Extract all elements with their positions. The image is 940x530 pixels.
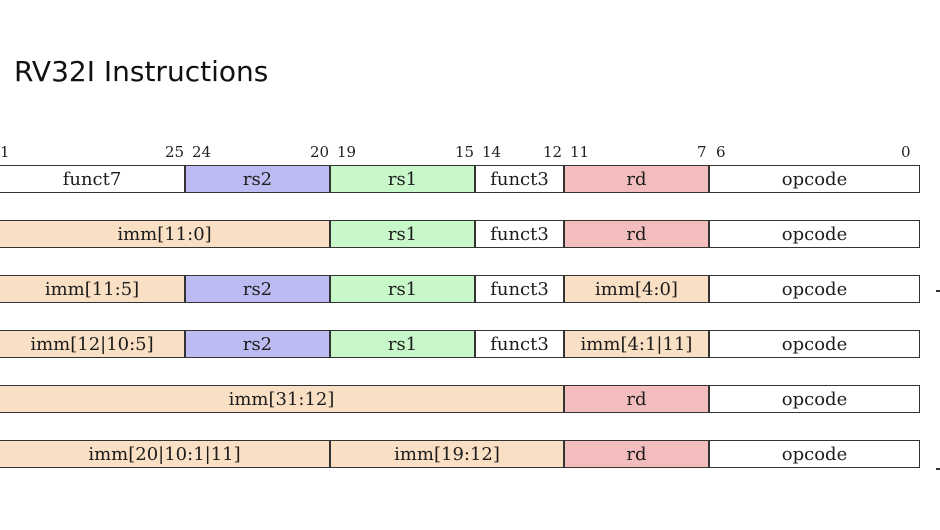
bit-number: 15	[455, 143, 475, 161]
field-cell: opcode	[709, 330, 920, 358]
r-type-row: funct7 rs2 rs1 funct3 rd opcode	[0, 165, 920, 193]
bit-number: 6	[716, 143, 726, 161]
field-cell: opcode	[709, 220, 920, 248]
field-cell: rs2	[185, 275, 330, 303]
field-cell: funct3	[475, 330, 564, 358]
bit-number: 0	[901, 143, 911, 161]
s-type-row: imm[11:5] rs2 rs1 funct3 imm[4:0] opcode	[0, 275, 920, 303]
field-cell: rs2	[185, 165, 330, 193]
field-cell: rd	[564, 385, 709, 413]
field-cell: imm[31:12]	[0, 385, 564, 413]
field-cell: rs1	[330, 330, 475, 358]
field-cell: rd	[564, 220, 709, 248]
field-cell: funct3	[475, 165, 564, 193]
field-cell: imm[12|10:5]	[0, 330, 185, 358]
field-cell: rd	[564, 165, 709, 193]
field-cell: funct3	[475, 275, 564, 303]
j-type-row: imm[20|10:1|11] imm[19:12] rd opcode	[0, 440, 920, 468]
bit-number: 14	[482, 143, 502, 161]
bit-number: 19	[337, 143, 357, 161]
field-cell: imm[11:5]	[0, 275, 185, 303]
bit-number: 7	[697, 143, 707, 161]
field-cell: opcode	[709, 440, 920, 468]
slide-title: RV32I Instructions	[14, 55, 269, 88]
field-cell: rs1	[330, 275, 475, 303]
field-cell: rs2	[185, 330, 330, 358]
field-cell: imm[4:1|11]	[564, 330, 709, 358]
field-cell: rs1	[330, 220, 475, 248]
field-cell: opcode	[709, 275, 920, 303]
field-cell: opcode	[709, 165, 920, 193]
u-type-row: imm[31:12] rd opcode	[0, 385, 920, 413]
field-cell: imm[20|10:1|11]	[0, 440, 330, 468]
field-cell: funct7	[0, 165, 185, 193]
bit-number: 1	[0, 143, 10, 161]
field-cell: imm[19:12]	[330, 440, 564, 468]
field-cell: imm[11:0]	[0, 220, 330, 248]
b-type-row: imm[12|10:5] rs2 rs1 funct3 imm[4:1|11] opcod…	[0, 330, 920, 358]
field-cell: rd	[564, 440, 709, 468]
field-cell: imm[4:0]	[564, 275, 709, 303]
tick-mark	[936, 290, 940, 292]
field-cell: opcode	[709, 385, 920, 413]
field-cell: funct3	[475, 220, 564, 248]
bit-number: 12	[543, 143, 563, 161]
bit-number: 11	[570, 143, 590, 161]
bit-number: 24	[192, 143, 212, 161]
bit-number: 25	[165, 143, 185, 161]
tick-mark	[936, 468, 940, 470]
field-cell: rs1	[330, 165, 475, 193]
bit-number: 20	[310, 143, 330, 161]
i-type-row: imm[11:0] rs1 funct3 rd opcode	[0, 220, 920, 248]
